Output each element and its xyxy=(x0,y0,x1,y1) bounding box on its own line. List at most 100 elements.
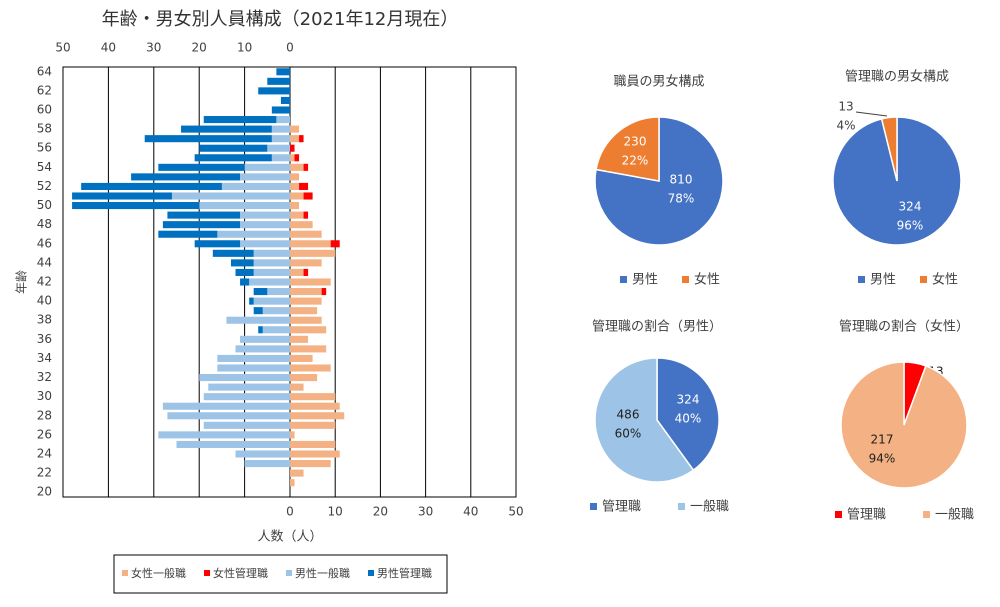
bar xyxy=(199,144,268,152)
bar xyxy=(271,154,290,162)
y-tick-label: 36 xyxy=(37,332,52,346)
pie-title: 管理職の割合（男性） xyxy=(592,319,722,335)
bar xyxy=(290,163,304,171)
pie-slice xyxy=(840,361,968,489)
x2-tick-label: 50 xyxy=(55,41,70,55)
bar xyxy=(290,316,322,324)
percent-label: 60% xyxy=(615,427,642,441)
legend-swatch xyxy=(368,570,374,576)
bar xyxy=(290,144,295,152)
y-tick-label: 32 xyxy=(37,370,52,384)
bar xyxy=(199,202,290,210)
bar xyxy=(290,173,300,181)
x-tick-label: 30 xyxy=(418,505,433,519)
legend-swatch xyxy=(835,511,842,518)
bar xyxy=(290,221,313,229)
bar xyxy=(240,240,290,248)
bar xyxy=(258,326,263,334)
bar xyxy=(203,421,290,429)
bar xyxy=(244,460,290,468)
bar xyxy=(271,135,290,143)
bar xyxy=(290,211,304,219)
value-label: 324 xyxy=(899,200,922,214)
bar xyxy=(72,202,200,210)
legend-swatch xyxy=(858,276,865,283)
bar xyxy=(253,249,290,257)
x2-tick-label: 40 xyxy=(101,41,116,55)
x-tick-label: 40 xyxy=(463,505,478,519)
bar xyxy=(290,364,331,372)
bar xyxy=(253,268,290,276)
bar xyxy=(258,87,290,95)
bar xyxy=(235,450,290,458)
bar xyxy=(203,116,277,124)
bar xyxy=(290,192,304,200)
y-tick-label: 44 xyxy=(37,255,52,269)
legend-label: 女性 xyxy=(694,272,720,288)
bar xyxy=(271,106,290,114)
percent-label: 94% xyxy=(869,452,896,466)
x-tick-label: 10 xyxy=(328,505,343,519)
bar xyxy=(290,354,313,362)
legend-label: 女性管理職 xyxy=(213,566,268,580)
bar xyxy=(162,402,290,410)
bar xyxy=(290,479,295,487)
bar xyxy=(290,431,295,439)
legend-label: 男性 xyxy=(632,273,658,288)
x-tick-label: 20 xyxy=(373,505,388,519)
y-tick-label: 64 xyxy=(37,64,52,78)
bar xyxy=(240,173,290,181)
pie-title: 管理職の割合（女性） xyxy=(839,319,969,335)
legend-label: 一般職 xyxy=(935,507,974,523)
value-label: 810 xyxy=(670,173,693,187)
bar xyxy=(235,268,254,276)
x-tick-label: 50 xyxy=(508,505,523,519)
pie-slice xyxy=(880,116,898,182)
bar xyxy=(290,345,327,353)
x2-tick-label: 30 xyxy=(146,41,161,55)
bar xyxy=(280,96,290,104)
value-label: 217 xyxy=(871,433,894,447)
y-tick-label: 24 xyxy=(37,447,52,461)
bar xyxy=(290,288,322,296)
bar xyxy=(235,345,290,353)
pie-title: 職員の男女構成 xyxy=(613,74,704,90)
legend-swatch xyxy=(620,276,627,283)
legend-swatch xyxy=(920,276,927,283)
legend-swatch xyxy=(923,511,930,518)
bar xyxy=(303,268,309,276)
leader-line xyxy=(855,111,888,117)
bar xyxy=(290,412,345,420)
bar xyxy=(212,249,254,257)
bar xyxy=(208,383,290,391)
legend-label: 女性一般職 xyxy=(131,566,186,580)
bar xyxy=(267,288,290,296)
bar xyxy=(290,259,322,267)
bar xyxy=(290,125,300,133)
bar xyxy=(226,316,290,324)
bar xyxy=(290,450,340,458)
bar xyxy=(290,393,336,401)
bar xyxy=(303,163,309,171)
percent-label: 4% xyxy=(836,119,855,133)
bar xyxy=(290,240,331,248)
bar xyxy=(72,192,172,200)
bar xyxy=(253,259,290,267)
bar xyxy=(240,221,290,229)
y-tick-label: 54 xyxy=(37,160,52,174)
y-tick-label: 40 xyxy=(37,294,52,308)
legend-swatch xyxy=(682,276,689,283)
bar xyxy=(253,288,268,296)
y-tick-label: 46 xyxy=(37,236,52,250)
bar xyxy=(290,297,322,305)
value-label: 486 xyxy=(617,408,640,422)
value-label: 230 xyxy=(624,135,647,149)
bar xyxy=(167,412,290,420)
bar xyxy=(167,211,241,219)
y-tick-label: 28 xyxy=(37,408,52,422)
pie-slice xyxy=(594,357,695,483)
bar xyxy=(144,135,272,143)
bar xyxy=(253,297,290,305)
bar xyxy=(290,440,336,448)
bar xyxy=(262,307,290,315)
